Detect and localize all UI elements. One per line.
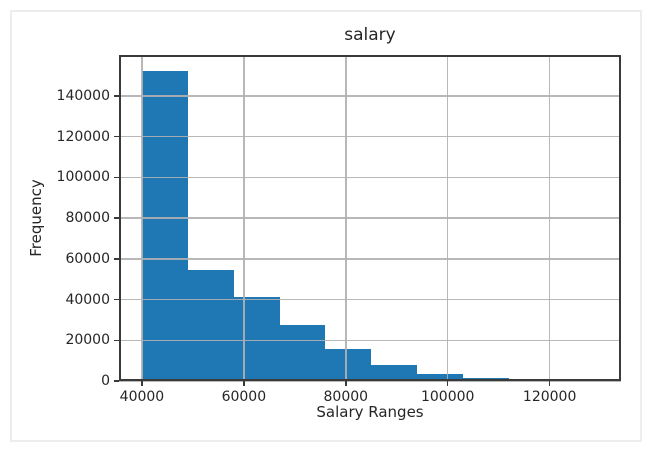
x-tick-label: 120000 (522, 389, 577, 405)
y-tick-label: 20000 (65, 332, 110, 349)
histogram-bar (417, 373, 463, 381)
histogram-bar (371, 365, 418, 381)
y-tick-label: 120000 (56, 128, 110, 145)
y-tick-label: 100000 (56, 169, 110, 186)
y-gridline (119, 298, 621, 301)
y-gridline (119, 217, 621, 219)
x-axis-label: Salary Ranges (316, 403, 424, 421)
y-tick-mark (114, 258, 119, 260)
y-gridline (119, 135, 621, 138)
x-tick-label: 40000 (119, 389, 165, 405)
y-tick-mark (114, 135, 119, 138)
histogram-bar (187, 269, 234, 381)
y-tick-mark (114, 298, 119, 301)
y-tick-mark (114, 95, 119, 97)
y-tick-mark (114, 176, 119, 178)
histogram-bar (325, 349, 372, 381)
x-tick-mark (243, 381, 245, 386)
y-tick-mark (114, 339, 119, 341)
y-gridline (119, 380, 621, 382)
x-tick-mark (446, 381, 449, 386)
y-tick-label: 40000 (65, 291, 110, 308)
y-gridline (119, 176, 621, 178)
x-tick-label: 80000 (323, 389, 369, 405)
histogram-bar (233, 297, 280, 381)
y-tick-label: 0 (101, 373, 110, 389)
y-tick-label: 80000 (65, 210, 110, 226)
y-tick-label: 60000 (65, 250, 110, 267)
histogram-bar (141, 71, 188, 381)
x-tick-label: 60000 (221, 389, 267, 405)
x-tick-mark (141, 381, 143, 386)
y-gridline (119, 339, 621, 341)
histogram-bar (279, 324, 326, 381)
y-tick-mark (114, 380, 119, 382)
x-tick-mark (548, 381, 551, 386)
y-gridline (119, 258, 621, 260)
plot-area: 40000 60000 80000 100000 120000 0 20000 40000 60… (57, 55, 621, 405)
y-gridline (119, 95, 621, 97)
chart-title: salary (344, 25, 396, 45)
x-tick-mark (345, 381, 347, 386)
y-tick-mark (114, 217, 119, 219)
x-tick-label: 100000 (420, 389, 475, 405)
y-tick-label: 140000 (56, 87, 110, 104)
